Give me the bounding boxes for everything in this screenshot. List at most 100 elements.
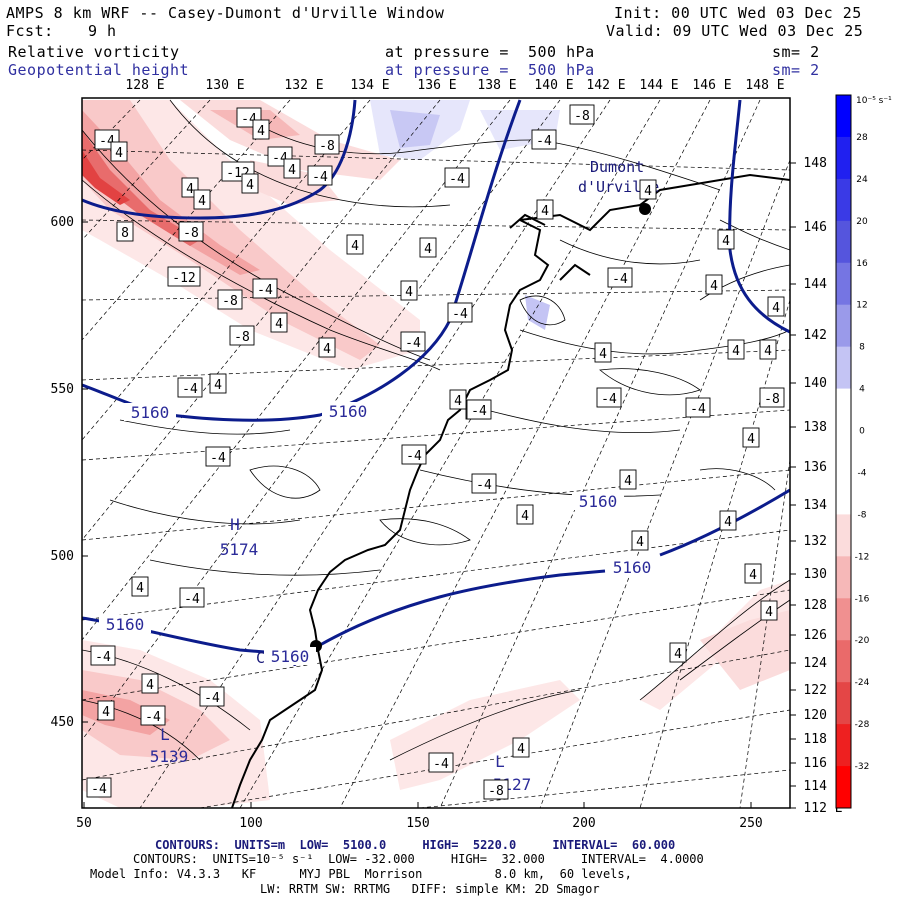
vorticity-contour-label: -4 (601, 392, 617, 407)
vorticity-label-box (719, 510, 737, 531)
height-contour-label: 5160 (329, 402, 368, 421)
vorticity-label-box (483, 779, 509, 800)
top-axis-label: 132 E (284, 78, 323, 93)
vorticity-label-box (717, 229, 735, 250)
top-axis-label: 146 E (692, 78, 731, 93)
vorticity-contour-label: 4 (724, 515, 732, 530)
height-contour-label: 5160 (579, 492, 618, 511)
right-axis-label: 116 E (803, 756, 842, 771)
field1-name: Relative vorticity (8, 43, 180, 61)
vorticity-contour-label: 4 (764, 344, 772, 359)
vorticity-label-box (86, 777, 112, 798)
right-axis-label: 114 E (803, 779, 842, 794)
top-axis-label: 144 E (639, 78, 678, 93)
right-axis-label: 128 E (803, 598, 842, 613)
height-contour-info: CONTOURS: UNITS=m LOW= 5100.0 HIGH= 5220… (155, 838, 675, 852)
vorticity-label-box (449, 389, 467, 410)
vorticity-contour-label: -8 (183, 226, 199, 241)
vorticity-label-box (229, 325, 255, 346)
vorticity-label-box (252, 278, 278, 299)
vorticity-label-box (471, 473, 497, 494)
pressure-center-letter: L (495, 752, 505, 771)
vorticity-label-box (209, 373, 227, 394)
forecast-label: Fcst: (6, 22, 54, 40)
colorbar-frame (835, 94, 852, 809)
vorticity-label-box (167, 266, 201, 287)
pressure-center-value: 5139 (150, 747, 189, 766)
vorticity-label-box (607, 267, 633, 288)
vorticity-contour-info: CONTOURS: UNITS=10⁻⁵ s⁻¹ LOW= -32.000 HI… (133, 852, 704, 866)
vorticity-label-box (759, 339, 777, 360)
vorticity-contour-label: -8 (764, 392, 780, 407)
field2-name: Geopotential height (8, 61, 190, 79)
vorticity-label-box (759, 387, 785, 408)
top-axis-label: 140 E (534, 78, 573, 93)
vorticity-contour-label: 4 (246, 178, 254, 193)
pressure-center-letter: L (160, 725, 170, 744)
height-contour-label: 5160 (613, 558, 652, 577)
vorticity-contour-label: -4 (210, 451, 226, 466)
vorticity-contour-label: 4 (772, 301, 780, 316)
colorbar-swatch (836, 472, 851, 515)
vorticity-contour-label: -8 (234, 330, 250, 345)
vorticity-label-box (639, 179, 657, 200)
map-title: AMPS 8 km WRF -- Casey-Dumont d'Urville … (6, 4, 445, 22)
vorticity-label-box (307, 165, 333, 186)
bottom-axis-label: 50 (76, 816, 92, 831)
vorticity-label-box (760, 600, 778, 621)
right-axis-label: 148 E (803, 156, 842, 171)
vorticity-label-box (619, 469, 637, 490)
top-axis-label: 148 E (745, 78, 784, 93)
right-axis-label: 112 E (803, 801, 842, 816)
top-axis-label: 138 E (477, 78, 516, 93)
colorbar-swatch (836, 388, 851, 432)
height-label-bg (264, 647, 316, 665)
left-axis-label: 500 (51, 549, 74, 564)
vorticity-contour-label: -4 (406, 449, 422, 464)
vorticity-label-box (318, 337, 336, 358)
vorticity-contour-label: -4 (257, 283, 273, 298)
vorticity-label-box (270, 312, 288, 333)
vorticity-label-box (444, 167, 470, 188)
negative-vorticity-shading (82, 100, 790, 808)
vorticity-contour-label: -4 (312, 170, 328, 185)
vorticity-label-box (744, 563, 762, 584)
colorbar-level-label: -24 (855, 678, 870, 688)
vorticity-contour-label: 4 (146, 678, 154, 693)
vorticity-contour-label: -4 (612, 272, 628, 287)
top-axis: 128 E 130 E 132 E 134 E 136 E 138 E 140 E 142 E… (125, 78, 784, 93)
vorticity-contour-label: -4 (433, 757, 449, 772)
vorticity-label-box (199, 686, 225, 707)
vorticity-contour-label: 4 (674, 647, 682, 662)
bottom-axis-label: 150 (406, 816, 429, 831)
vorticity-label-box (685, 397, 711, 418)
field2-level: at pressure = 500 hPa (385, 61, 595, 79)
vorticity-label-box (466, 399, 492, 420)
height-label-bg (606, 558, 658, 576)
top-axis-label: 142 E (586, 78, 625, 93)
vorticity-label-box (742, 427, 760, 448)
vorticity-contour-label: 8 (121, 226, 129, 241)
vorticity-contour-label: 4 (765, 605, 773, 620)
vorticity-label-box (205, 446, 231, 467)
field1-smoothing: sm= 2 (772, 43, 820, 61)
right-axis-label: 142 E (803, 328, 842, 343)
vorticity-contour-label: -4 (476, 478, 492, 493)
height-contour-label: 5160 (131, 403, 170, 422)
vorticity-contour-label: -4 (182, 382, 198, 397)
height-label-bg (322, 402, 374, 420)
colorbar-level-label: -28 (855, 720, 870, 730)
vorticity-contour-label: 4 (198, 194, 206, 209)
vorticity-contour-label: 4 (624, 474, 632, 489)
vorticity-label-box (705, 274, 723, 295)
vorticity-label-box (90, 645, 116, 666)
vorticity-label-box (631, 530, 649, 551)
dumont-durville-station-icon (639, 203, 651, 215)
left-axis-label: 450 (51, 715, 74, 730)
dumont-label-line1: Dumont (590, 158, 644, 176)
right-axis-label: 132 E (803, 534, 842, 549)
vorticity-contour-label: 4 (115, 146, 123, 161)
right-axis-label: 122 E (803, 683, 842, 698)
vorticity-contour-label: 4 (732, 344, 740, 359)
